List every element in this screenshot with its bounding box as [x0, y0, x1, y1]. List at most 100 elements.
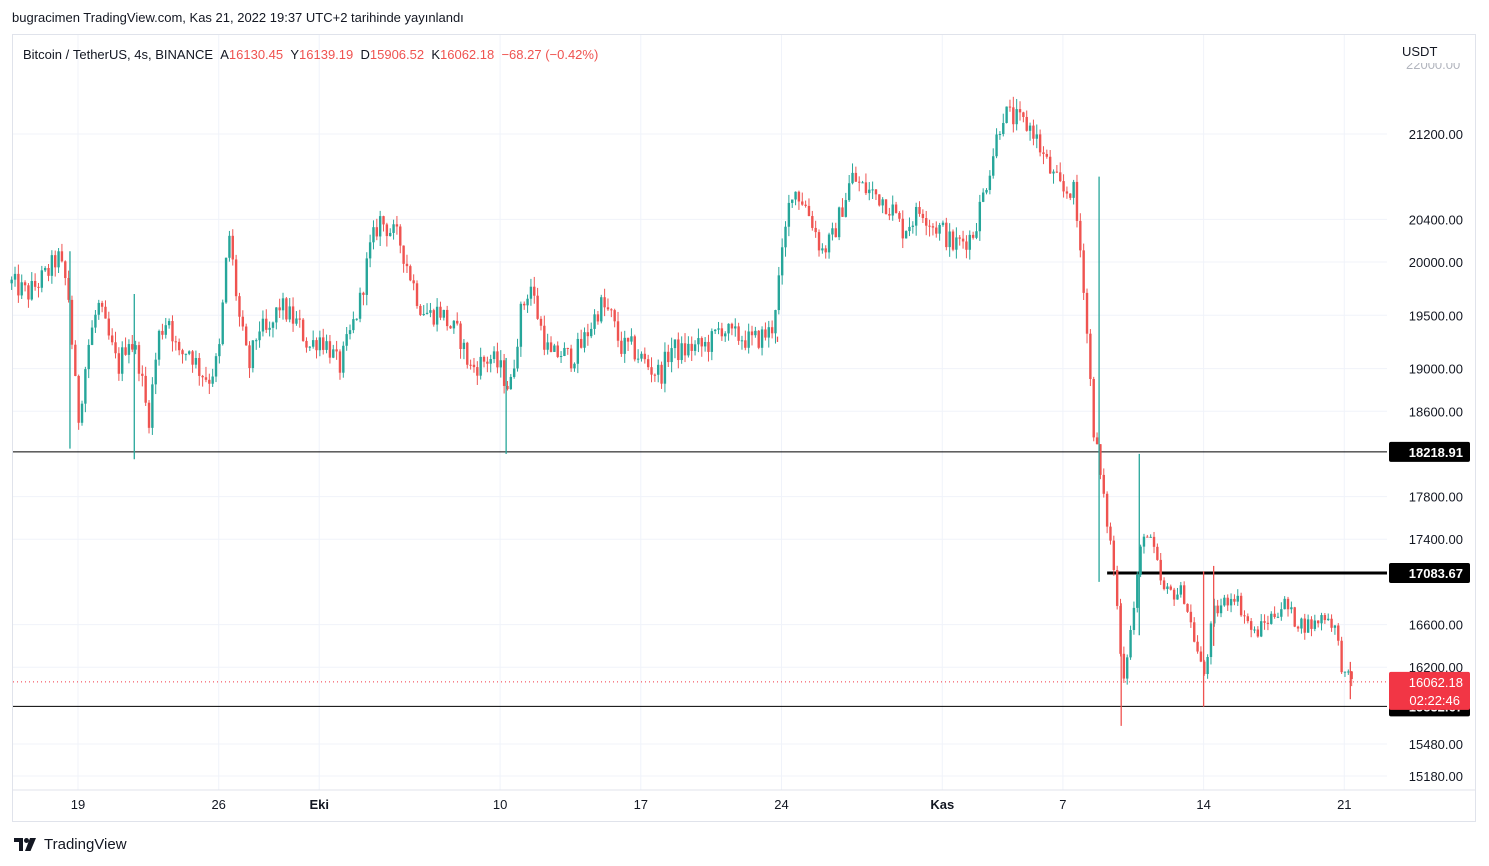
candle-body — [864, 182, 868, 194]
candle — [308, 346, 312, 352]
candle — [355, 318, 358, 321]
candle-body — [1109, 526, 1112, 541]
candle — [117, 347, 121, 381]
candle — [325, 334, 328, 354]
candle — [1132, 601, 1136, 635]
candle-body — [462, 342, 466, 350]
candle — [992, 148, 995, 179]
candle — [1022, 111, 1025, 123]
footer-brand[interactable]: TradingView — [14, 836, 127, 853]
candle — [623, 330, 626, 363]
candle-body — [1156, 546, 1159, 560]
candle — [94, 310, 97, 333]
candle-body — [352, 319, 355, 331]
candle-body — [1286, 598, 1290, 610]
candle-body — [1146, 536, 1149, 538]
candle-body — [94, 314, 97, 328]
level-price-tag-label: 17083.67 — [1409, 566, 1463, 581]
candle-body — [100, 302, 104, 307]
legend-low-value: 15906.52 — [370, 47, 431, 62]
candle — [261, 310, 265, 337]
candle-body — [221, 302, 224, 345]
candle — [181, 348, 184, 364]
candle — [1340, 636, 1343, 674]
candle — [425, 303, 429, 315]
candle-body — [1152, 536, 1156, 547]
chart-frame — [12, 34, 1476, 822]
candle — [576, 332, 580, 374]
candle — [1216, 599, 1219, 617]
candle — [727, 323, 730, 341]
price-axis: USDT22000.0021200.0020400.0020000.001950… — [1389, 44, 1475, 784]
candle-body — [821, 248, 824, 251]
candle-body — [841, 207, 844, 217]
candle — [817, 229, 821, 257]
candle — [80, 400, 84, 426]
candle — [975, 223, 978, 240]
candle-body — [807, 205, 811, 217]
candle — [147, 400, 151, 434]
candle-body — [1313, 620, 1317, 629]
candle — [837, 206, 841, 241]
time-tick-label: Eki — [309, 797, 329, 812]
candle-body — [918, 206, 921, 214]
candle — [884, 199, 888, 215]
candle — [1266, 615, 1270, 631]
candle-body — [365, 258, 368, 295]
candle-body — [650, 367, 653, 375]
candle — [1293, 606, 1296, 628]
candle — [948, 223, 951, 257]
candle — [680, 336, 683, 364]
candle — [1025, 110, 1028, 132]
candle — [1045, 149, 1049, 159]
candle — [214, 353, 218, 383]
candle — [1018, 101, 1022, 121]
candle-body — [285, 298, 288, 320]
candle-body — [489, 359, 492, 364]
candle-body — [955, 237, 958, 250]
candle — [559, 351, 563, 363]
candle — [1270, 611, 1273, 625]
candle-body — [529, 286, 533, 299]
candle-body — [1330, 618, 1333, 628]
time-tick-label: 26 — [211, 797, 225, 812]
candle — [1296, 625, 1300, 632]
candle-body — [576, 338, 580, 364]
candle — [958, 235, 961, 246]
candle — [365, 252, 368, 306]
candle — [891, 195, 894, 221]
candle-body — [87, 344, 90, 370]
candle-body — [1316, 620, 1320, 624]
candle-body — [1196, 641, 1199, 652]
time-axis: 19 26 Eki 10 17 24 Kas 7 14 21 — [71, 797, 1352, 812]
candle-body — [121, 347, 124, 374]
candle-body — [114, 342, 117, 354]
candle-body — [971, 234, 975, 238]
candle — [114, 331, 117, 359]
candle-body — [563, 347, 566, 357]
candle — [137, 341, 141, 382]
price-tick-label: 20400.00 — [1409, 212, 1463, 227]
candle-body — [921, 213, 925, 219]
candle — [1095, 432, 1099, 445]
candle-body — [84, 369, 87, 404]
candle — [409, 264, 412, 282]
candle-body — [298, 318, 301, 320]
candle-body — [90, 327, 94, 345]
candle — [1206, 654, 1209, 679]
candle-body — [754, 330, 757, 336]
candle — [553, 343, 556, 352]
candle-body — [295, 318, 298, 324]
candle — [1005, 106, 1008, 124]
candle-body — [466, 342, 469, 365]
legend-change: −68.27 (−0.42%) — [501, 47, 598, 62]
candle — [412, 274, 415, 291]
candle — [1038, 129, 1042, 157]
candle — [141, 365, 144, 387]
candle-body — [667, 351, 670, 363]
candle — [1146, 534, 1149, 538]
candle — [774, 309, 777, 344]
candle — [375, 218, 379, 241]
candle-body — [1323, 615, 1327, 621]
